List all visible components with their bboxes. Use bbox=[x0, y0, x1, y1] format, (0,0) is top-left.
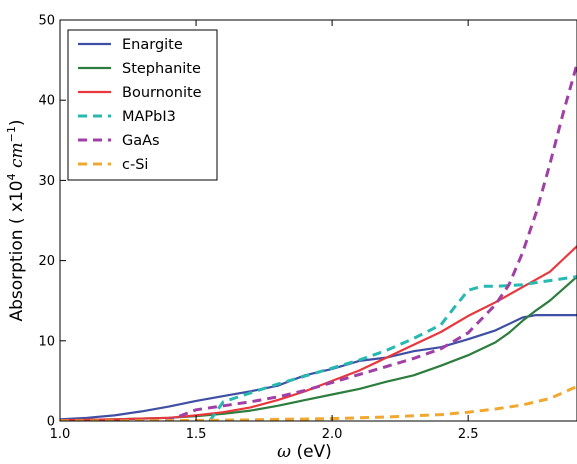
x-tick-label: 2.0 bbox=[322, 427, 343, 442]
legend-label: MAPbI3 bbox=[122, 109, 176, 125]
legend-label: GaAs bbox=[122, 133, 160, 149]
series-line-gaas bbox=[60, 63, 577, 421]
series-line-mapbi3 bbox=[208, 275, 577, 421]
x-tick-label: 2.5 bbox=[458, 427, 479, 442]
legend-label: Bournonite bbox=[122, 85, 202, 101]
y-tick-label: 50 bbox=[38, 14, 55, 29]
y-axis-unit: cm bbox=[7, 142, 27, 173]
y-tick-label: 30 bbox=[38, 174, 55, 189]
series-line-enargite bbox=[60, 314, 577, 421]
y-tick-label: 10 bbox=[38, 334, 55, 349]
x-axis-label: ω (eV) bbox=[277, 442, 332, 462]
legend: Enargite Stephanite Bournonite MAPbI3 GaAs c-… bbox=[67, 29, 218, 181]
legend-label: Stephanite bbox=[122, 61, 201, 77]
x-tick-label: 1.0 bbox=[50, 427, 71, 442]
legend-box bbox=[67, 29, 218, 181]
y-axis-exp: 4 bbox=[5, 173, 18, 180]
legend-label: Enargite bbox=[122, 37, 183, 53]
x-tick-label: 1.5 bbox=[186, 427, 207, 442]
series-line-c-si bbox=[60, 385, 577, 421]
x-axis-symbol: ω bbox=[277, 442, 291, 462]
y-axis-text: Absorption ( x10 bbox=[7, 180, 27, 321]
y-axis-label: Absorption ( x104 cm−1) bbox=[5, 119, 27, 321]
legend-label: c-Si bbox=[122, 157, 148, 173]
y-tick-label: 40 bbox=[38, 94, 55, 109]
y-tick-label: 0 bbox=[47, 415, 55, 430]
x-axis-unit: (eV) bbox=[291, 442, 332, 462]
y-axis-unit-exp: −1 bbox=[5, 126, 18, 142]
plot-frame bbox=[59, 19, 577, 422]
y-axis-close: ) bbox=[7, 119, 27, 126]
series-line-bournonite bbox=[60, 245, 577, 421]
y-tick-label: 20 bbox=[38, 254, 55, 269]
ticks-layer: 1.0 1.5 2.0 2.5 0 10 20 30 40 50 bbox=[38, 14, 478, 443]
